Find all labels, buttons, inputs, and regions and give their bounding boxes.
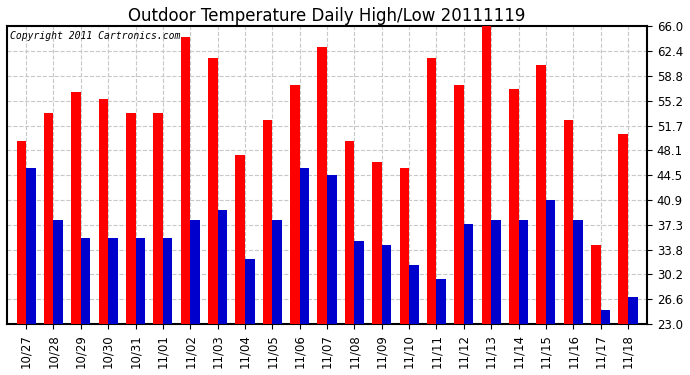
Bar xyxy=(108,238,118,324)
Bar xyxy=(437,279,446,324)
Bar xyxy=(99,99,108,324)
Bar xyxy=(618,134,628,324)
Bar xyxy=(600,310,610,324)
Bar xyxy=(153,113,163,324)
Bar xyxy=(509,89,518,324)
Bar xyxy=(26,168,36,324)
Bar xyxy=(491,220,501,324)
Bar xyxy=(126,113,135,324)
Bar xyxy=(217,210,227,324)
Bar xyxy=(299,168,309,324)
Bar xyxy=(71,92,81,324)
Bar xyxy=(464,224,473,324)
Text: Copyright 2011 Cartronics.com: Copyright 2011 Cartronics.com xyxy=(10,31,181,41)
Bar xyxy=(290,86,299,324)
Title: Outdoor Temperature Daily High/Low 20111119: Outdoor Temperature Daily High/Low 20111… xyxy=(128,7,526,25)
Bar xyxy=(235,154,245,324)
Bar xyxy=(327,176,337,324)
Bar xyxy=(17,141,26,324)
Bar xyxy=(208,58,217,324)
Bar xyxy=(409,266,419,324)
Bar xyxy=(454,86,464,324)
Bar xyxy=(518,220,528,324)
Bar xyxy=(273,220,282,324)
Bar xyxy=(263,120,273,324)
Bar xyxy=(382,244,391,324)
Bar xyxy=(372,162,382,324)
Bar xyxy=(345,141,355,324)
Bar xyxy=(564,120,573,324)
Bar xyxy=(190,220,200,324)
Bar xyxy=(163,238,172,324)
Bar xyxy=(628,297,638,324)
Bar xyxy=(573,220,583,324)
Bar xyxy=(135,238,145,324)
Bar xyxy=(317,47,327,324)
Bar xyxy=(427,58,437,324)
Bar xyxy=(81,238,90,324)
Bar xyxy=(482,27,491,324)
Bar xyxy=(44,113,53,324)
Bar xyxy=(536,64,546,324)
Bar xyxy=(400,168,409,324)
Bar xyxy=(53,220,63,324)
Bar xyxy=(245,258,255,324)
Bar xyxy=(181,37,190,324)
Bar xyxy=(355,241,364,324)
Bar xyxy=(591,244,600,324)
Bar xyxy=(546,200,555,324)
